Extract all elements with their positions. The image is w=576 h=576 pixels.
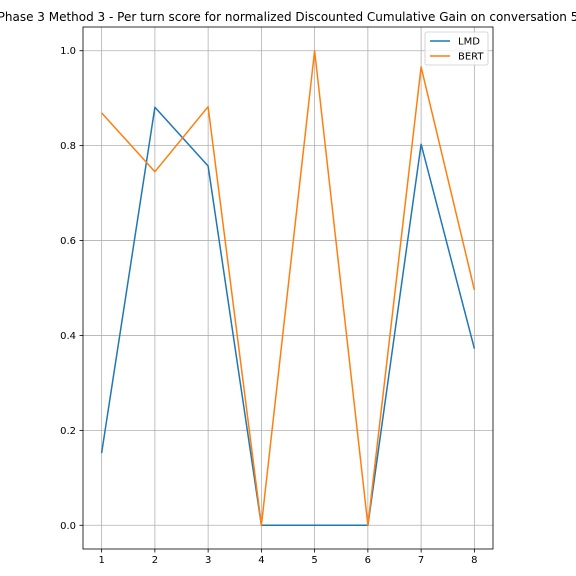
y-tick-label: 0.2 xyxy=(60,426,76,437)
series-lines xyxy=(100,49,476,527)
axes: 1 2 3 4 5 6 7 8 0.0 0.2 0.4 0.6 0.8 1.0 xyxy=(60,46,477,566)
x-tick-label: 1 xyxy=(98,555,104,566)
x-tick-label: 6 xyxy=(365,555,371,566)
y-tick-label: 0.4 xyxy=(60,331,76,342)
y-tick-label: 0.6 xyxy=(60,236,76,247)
legend-label-bert: BERT xyxy=(458,52,484,63)
chart-title: Phase 3 Method 3 - Per turn score for no… xyxy=(0,10,576,24)
y-tick-label: 0.0 xyxy=(60,521,76,532)
x-tick-label: 2 xyxy=(152,555,158,566)
x-tick-label: 4 xyxy=(258,555,264,566)
plot-frame xyxy=(82,26,494,550)
series-line-bert xyxy=(101,49,476,527)
x-tick-label: 5 xyxy=(311,555,317,566)
x-tick-label: 3 xyxy=(205,555,211,566)
y-tick-label: 0.8 xyxy=(60,141,76,152)
series-line-lmd xyxy=(100,106,476,527)
legend-label-lmd: LMD xyxy=(458,37,480,48)
y-tick-label: 1.0 xyxy=(60,46,76,57)
x-tick-label: 8 xyxy=(471,555,477,566)
legend: LMD BERT xyxy=(424,31,489,66)
x-tick-label: 7 xyxy=(418,555,424,566)
